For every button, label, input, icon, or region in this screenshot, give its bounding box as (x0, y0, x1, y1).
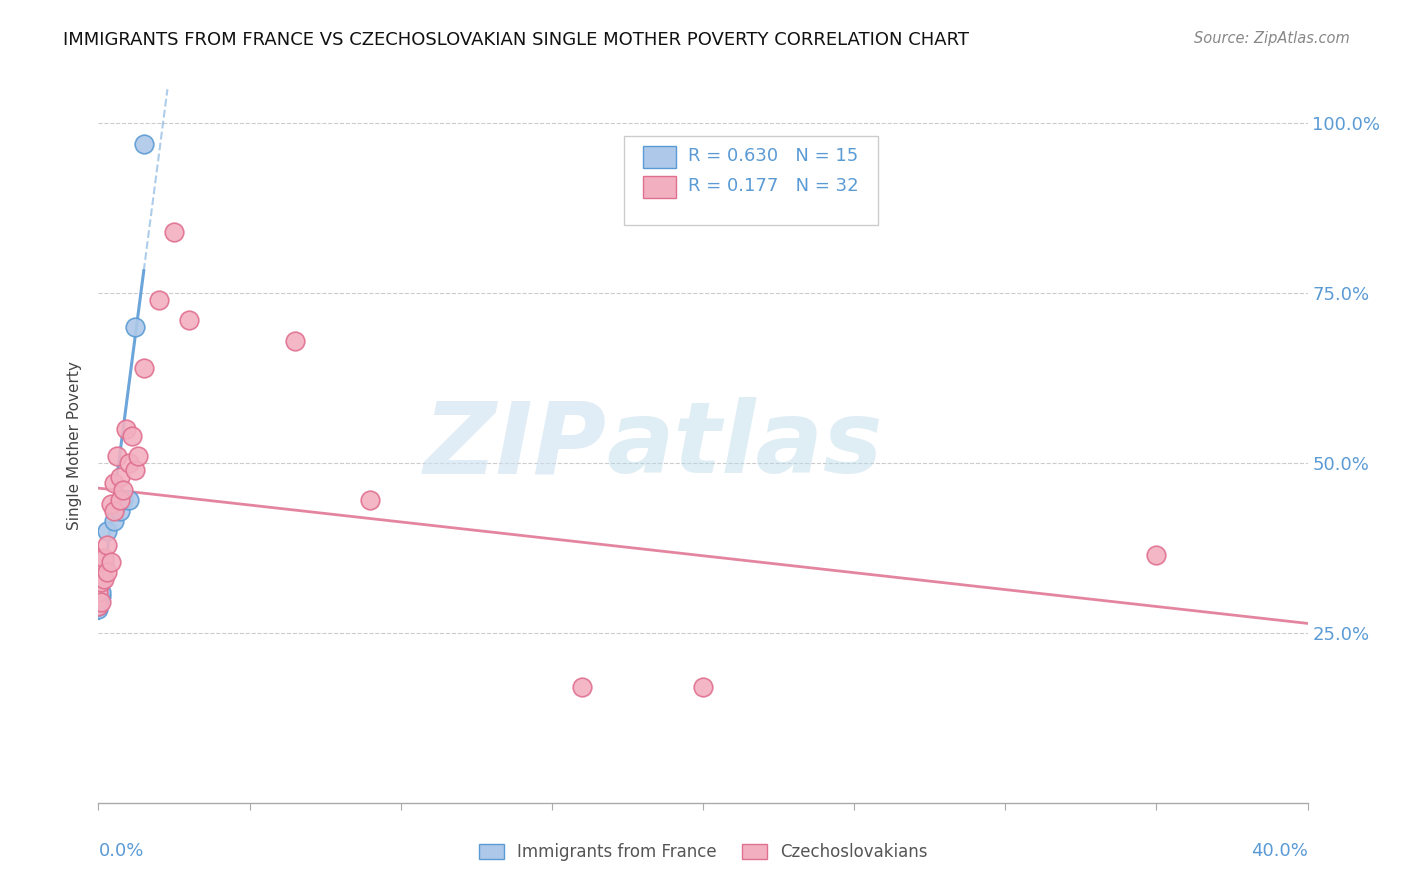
Text: R = 0.177   N = 32: R = 0.177 N = 32 (689, 177, 859, 194)
Text: R = 0.630   N = 15: R = 0.630 N = 15 (689, 147, 859, 165)
Point (571, 680, 593, 694)
Point (87, 585, 110, 599)
Point (124, 463, 146, 477)
Point (179, 313, 201, 327)
Point (108, 469, 131, 483)
Point (87, 551, 110, 566)
Point (87, 599, 110, 613)
Text: 40.0%: 40.0% (1251, 842, 1308, 860)
Point (108, 503, 131, 517)
Point (100, 497, 122, 511)
Point (148, 293, 170, 307)
Point (111, 493, 134, 508)
Point (108, 493, 131, 508)
Point (114, 422, 136, 436)
Point (90, 589, 112, 603)
Point (132, 136, 155, 151)
Point (121, 429, 143, 443)
Point (118, 493, 141, 508)
Point (103, 514, 125, 528)
Point (1144, 548, 1167, 562)
Point (96, 537, 118, 551)
Point (87, 599, 110, 613)
FancyBboxPatch shape (624, 136, 879, 225)
Legend: Immigrants from France, Czechoslovakians: Immigrants from France, Czechoslovakians (472, 837, 934, 868)
Bar (643, 146, 676, 168)
Point (93, 555, 115, 569)
Point (360, 493, 382, 508)
Point (163, 225, 186, 239)
Text: IMMIGRANTS FROM FRANCE VS CZECHOSLOVAKIAN SINGLE MOTHER POVERTY CORRELATION CHAR: IMMIGRANTS FROM FRANCE VS CZECHOSLOVAKIA… (63, 31, 969, 49)
Point (127, 449, 149, 463)
Point (105, 449, 128, 463)
Point (96, 565, 118, 579)
Point (87, 602, 110, 616)
Point (87, 591, 110, 606)
Text: atlas: atlas (606, 398, 883, 494)
Bar (643, 177, 676, 198)
Point (111, 483, 134, 498)
Text: ZIP: ZIP (423, 398, 606, 494)
Point (132, 360, 155, 375)
Point (87, 595, 110, 609)
Y-axis label: Single Mother Poverty: Single Mother Poverty (67, 361, 83, 531)
Point (692, 680, 714, 694)
Point (90, 585, 112, 599)
Point (90, 574, 112, 589)
Point (100, 555, 122, 569)
Point (90, 555, 112, 569)
Point (90, 595, 112, 609)
Text: 0.0%: 0.0% (98, 842, 143, 860)
Point (124, 320, 146, 334)
Point (118, 456, 141, 470)
Point (93, 572, 115, 586)
Point (103, 476, 125, 491)
Text: Source: ZipAtlas.com: Source: ZipAtlas.com (1194, 31, 1350, 46)
Point (87, 589, 110, 603)
Point (93, 551, 115, 566)
Point (284, 334, 307, 348)
Point (103, 503, 125, 517)
Point (96, 524, 118, 538)
